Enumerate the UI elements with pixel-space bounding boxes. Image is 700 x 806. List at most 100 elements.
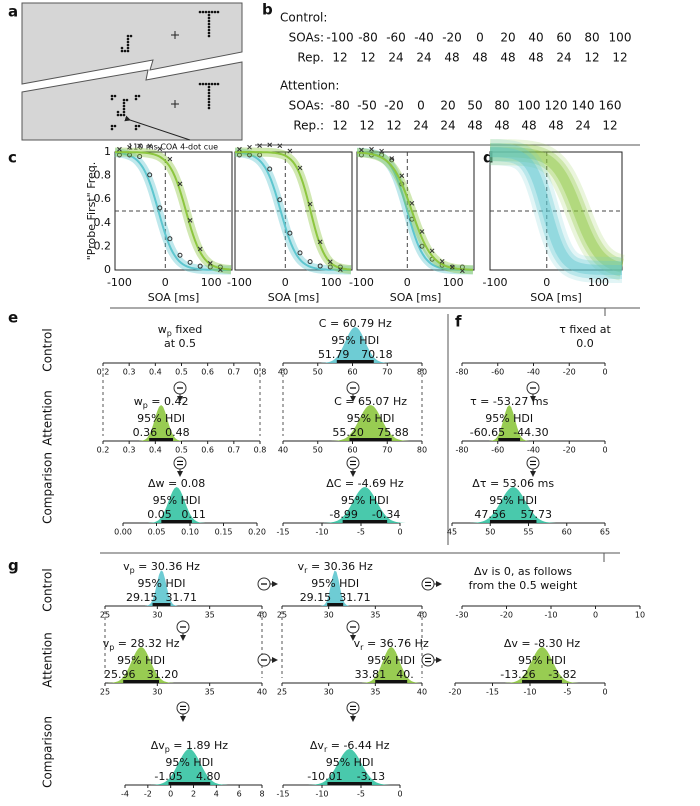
tick-label: 70 <box>382 446 392 455</box>
observation <box>237 146 242 152</box>
hdi-low: 55.20 <box>332 426 364 439</box>
x-tick-label: 0 <box>404 276 411 289</box>
dot <box>126 49 130 53</box>
hdi-label: 95% HDI <box>367 654 415 667</box>
statistic-text: Δτ = 53.06 ms <box>472 477 554 490</box>
operator <box>346 456 360 477</box>
curve-band <box>490 143 624 277</box>
cell: 12 <box>332 119 347 133</box>
cell: 20 <box>440 99 455 113</box>
cell: 24 <box>440 119 455 133</box>
statistic-text: C = 65.07 Hz <box>334 395 407 408</box>
hdi-bar <box>161 520 192 523</box>
group-title: Control: <box>280 11 327 25</box>
tick-label: 0.3 <box>123 368 136 377</box>
dot <box>110 127 114 131</box>
x-tick-label: 0 <box>282 276 289 289</box>
curve-band <box>490 139 625 281</box>
hdi-low: -10.01 <box>307 770 342 783</box>
posterior <box>148 487 205 523</box>
note: τ fixed at <box>559 323 611 336</box>
hdi-low: -1.05 <box>154 770 182 783</box>
observation <box>338 267 343 272</box>
panel-label: b <box>262 1 273 19</box>
tick-label: -80 <box>455 368 468 377</box>
cell: 24 <box>556 51 571 65</box>
dot <box>207 94 211 98</box>
observation <box>369 146 374 152</box>
hdi-low: 29.15 <box>300 591 332 604</box>
x-tick-label: 0 <box>162 276 169 289</box>
row-label: SOAs: <box>289 31 324 45</box>
distribution-panel <box>102 362 261 366</box>
dot <box>110 124 114 128</box>
cell: 48 <box>444 51 459 65</box>
note: 0.0 <box>576 337 594 350</box>
note-rest: fixed <box>172 323 202 336</box>
cell: 20 <box>500 31 515 45</box>
tick-label: -20 <box>500 611 513 620</box>
dot <box>122 107 126 111</box>
cell: 140 <box>572 99 595 113</box>
tick-label: -60 <box>491 446 504 455</box>
tick-label: -5 <box>357 790 365 799</box>
cell: 12 <box>360 51 375 65</box>
tick-label: 0.2 <box>97 368 110 377</box>
cell: 48 <box>521 119 536 133</box>
dot <box>137 124 141 128</box>
observation <box>207 260 213 266</box>
hdi-bar <box>168 782 211 785</box>
tick-label: 0.3 <box>123 446 136 455</box>
dot <box>207 10 211 14</box>
dot <box>207 25 211 29</box>
observation <box>167 156 173 162</box>
dot <box>126 43 130 47</box>
note: from the 0.5 weight <box>469 579 578 592</box>
statistic: vp = 28.32 Hz <box>103 637 180 652</box>
observation <box>429 248 435 254</box>
statistic: vr = 36.76 Hz <box>354 637 429 652</box>
plot <box>234 142 353 275</box>
posterior <box>108 647 175 683</box>
y-tick-label: 0.8 <box>94 169 112 182</box>
observation <box>327 264 333 270</box>
dot <box>207 100 211 104</box>
hdi-high: 75.88 <box>377 426 409 439</box>
posterior <box>320 570 350 606</box>
note: Δv is 0, as follows <box>474 565 572 578</box>
tick-label: 0 <box>397 528 402 537</box>
distribution-panel <box>454 647 606 686</box>
tick-label: 35 <box>205 688 215 697</box>
cell: -80 <box>330 99 350 113</box>
observation <box>187 259 193 265</box>
panel-label: c <box>8 149 17 167</box>
observation <box>187 217 193 223</box>
dot <box>207 88 211 92</box>
distribution-panel <box>102 405 261 444</box>
hdi-bar <box>489 520 537 523</box>
observation <box>287 230 293 236</box>
observation <box>177 252 183 258</box>
dot <box>201 82 205 86</box>
cell: 48 <box>500 51 515 65</box>
cell: 24 <box>413 119 428 133</box>
dot <box>134 97 138 101</box>
statistic-rest: = 36.76 Hz <box>363 637 428 650</box>
cell: 24 <box>388 51 403 65</box>
plot <box>489 139 625 283</box>
hdi-high: 31.20 <box>147 668 179 681</box>
note-text: w <box>158 323 167 336</box>
cell: 60 <box>556 31 571 45</box>
hdi-low: 51.79 <box>318 348 350 361</box>
statistic: Δv = -8.30 Hz <box>504 637 580 650</box>
curve <box>114 151 231 271</box>
statistic-sub: p <box>130 566 135 575</box>
row-label: SOAs: <box>289 99 324 113</box>
group-title: Attention: <box>280 79 339 93</box>
observation <box>147 172 153 178</box>
panel-label: e <box>8 309 18 327</box>
statistic-sub: p <box>165 745 170 754</box>
tick-label: 0 <box>602 368 607 377</box>
tick-label: 25 <box>277 688 287 697</box>
tick-label: 25 <box>100 611 110 620</box>
